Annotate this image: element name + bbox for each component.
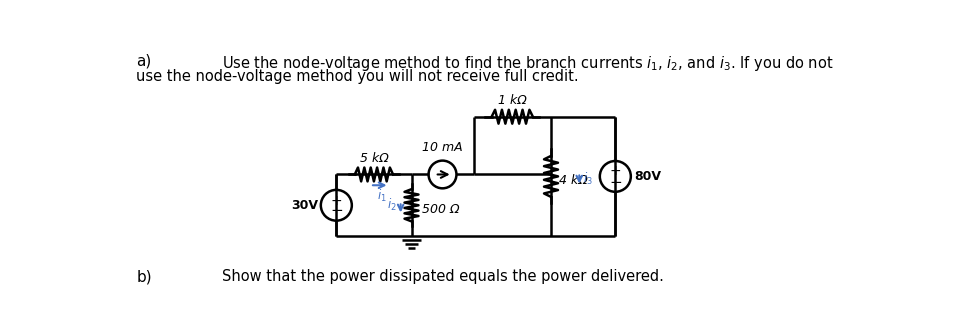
Text: −: − xyxy=(330,203,342,218)
Text: 1 kΩ: 1 kΩ xyxy=(498,94,527,108)
Text: 500 Ω: 500 Ω xyxy=(423,203,460,215)
Text: 4 kΩ: 4 kΩ xyxy=(559,174,588,187)
Text: $i_2$: $i_2$ xyxy=(387,197,396,213)
Text: $i_3$: $i_3$ xyxy=(583,171,593,187)
Text: Use the node-voltage method to find the branch currents $i_1$, $i_2$, and $i_3$.: Use the node-voltage method to find the … xyxy=(221,54,834,72)
Text: 30V: 30V xyxy=(291,199,318,212)
Text: a): a) xyxy=(136,54,152,69)
Text: −: − xyxy=(609,175,622,190)
Text: 5 kΩ: 5 kΩ xyxy=(360,152,389,165)
Text: b): b) xyxy=(136,269,152,284)
Text: 80V: 80V xyxy=(634,170,660,183)
Text: Show that the power dissipated equals the power delivered.: Show that the power dissipated equals th… xyxy=(221,269,663,284)
Text: 10 mA: 10 mA xyxy=(423,141,463,155)
Text: $i_1$: $i_1$ xyxy=(377,188,387,205)
Text: +: + xyxy=(331,194,342,208)
Text: +: + xyxy=(609,164,621,178)
Text: use the node-voltage method you will not receive full credit.: use the node-voltage method you will not… xyxy=(136,69,579,84)
